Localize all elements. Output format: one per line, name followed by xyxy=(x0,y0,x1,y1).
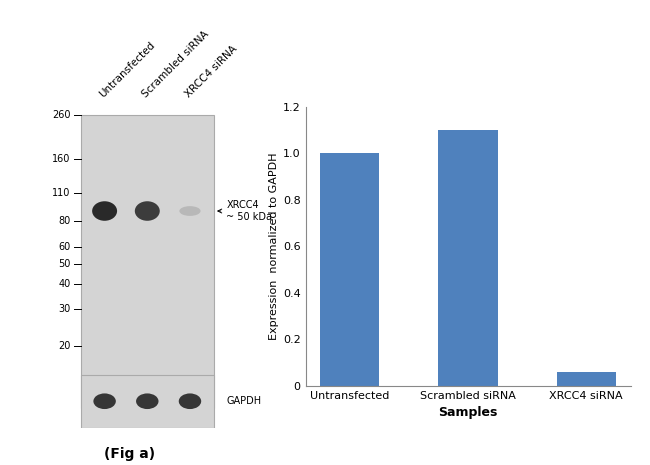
Text: 160: 160 xyxy=(53,154,71,164)
Bar xyxy=(556,372,616,386)
Text: 260: 260 xyxy=(52,110,71,120)
Ellipse shape xyxy=(179,206,201,216)
Text: GAPDH: GAPDH xyxy=(226,396,261,406)
X-axis label: Samples: Samples xyxy=(438,406,498,419)
Bar xyxy=(320,153,380,386)
Text: 110: 110 xyxy=(53,188,71,198)
Bar xyxy=(439,130,497,386)
Text: XRCC4
~ 50 kDa: XRCC4 ~ 50 kDa xyxy=(218,200,272,222)
Text: 20: 20 xyxy=(58,341,71,351)
Text: Scrambled siRNA: Scrambled siRNA xyxy=(140,29,211,100)
Text: (Fig a): (Fig a) xyxy=(105,447,155,461)
Ellipse shape xyxy=(179,393,202,409)
Bar xyxy=(81,115,214,408)
Text: 50: 50 xyxy=(58,259,71,269)
Ellipse shape xyxy=(136,393,159,409)
Y-axis label: Expression  normalized to GAPDH: Expression normalized to GAPDH xyxy=(268,153,279,340)
Ellipse shape xyxy=(135,201,160,221)
Text: 40: 40 xyxy=(58,279,71,289)
Text: 60: 60 xyxy=(58,242,71,252)
Text: 30: 30 xyxy=(58,305,71,314)
Text: Untransfected: Untransfected xyxy=(98,40,157,100)
Ellipse shape xyxy=(92,201,117,221)
Text: XRCC4 siRNA: XRCC4 siRNA xyxy=(183,44,239,100)
Bar xyxy=(81,375,214,428)
Text: 80: 80 xyxy=(58,216,71,226)
Ellipse shape xyxy=(94,393,116,409)
